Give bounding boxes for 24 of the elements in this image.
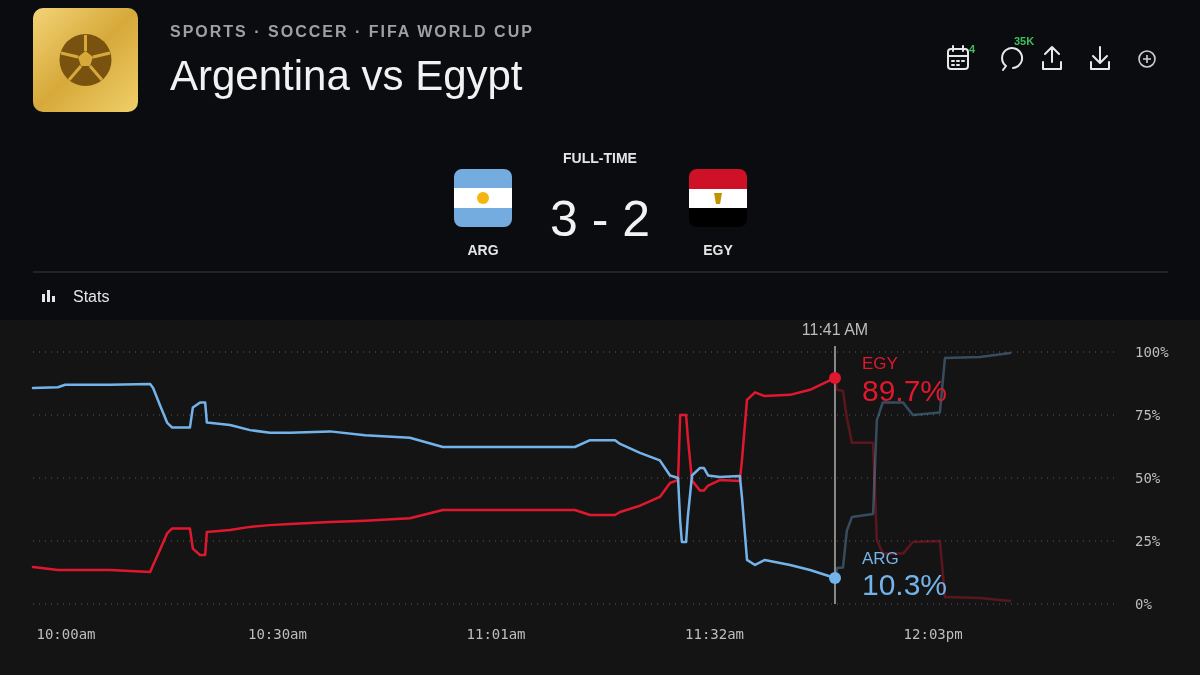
chart-title: Argentina vs Egypt: [170, 52, 523, 99]
text: 35K: [1014, 35, 1035, 47]
text: Stats: [73, 288, 110, 305]
y-tick-label: 100%: [1135, 344, 1170, 360]
series-label: ARG: [861, 549, 899, 568]
x-tick-label: 11:01am: [466, 626, 526, 642]
y-tick-label: 25%: [1135, 533, 1161, 549]
x-tick-label: 10:00am: [36, 626, 96, 642]
x-tick-label: 10:30am: [247, 626, 307, 642]
y-tick-label: 50%: [1135, 470, 1161, 486]
text: 3 - 2: [549, 191, 651, 247]
series-label: EGY: [861, 354, 898, 373]
chart-subtitle: SPORTS · SOCCER · FIFA WORLD CUP: [170, 23, 534, 40]
text: EGY: [703, 242, 734, 258]
x-tick-label: 11:32am: [685, 626, 745, 642]
text: 4: [969, 43, 976, 55]
text: ARG: [467, 242, 499, 258]
x-tick-label: 12:03pm: [903, 626, 963, 642]
text: 11:41 AM: [801, 321, 869, 338]
y-tick-label: 0%: [1135, 596, 1153, 612]
annotation: 10.3%: [861, 568, 948, 601]
y-tick-label: 75%: [1135, 407, 1161, 423]
annotation: 89.7%: [861, 374, 948, 407]
text: FULL-TIME: [563, 150, 637, 166]
